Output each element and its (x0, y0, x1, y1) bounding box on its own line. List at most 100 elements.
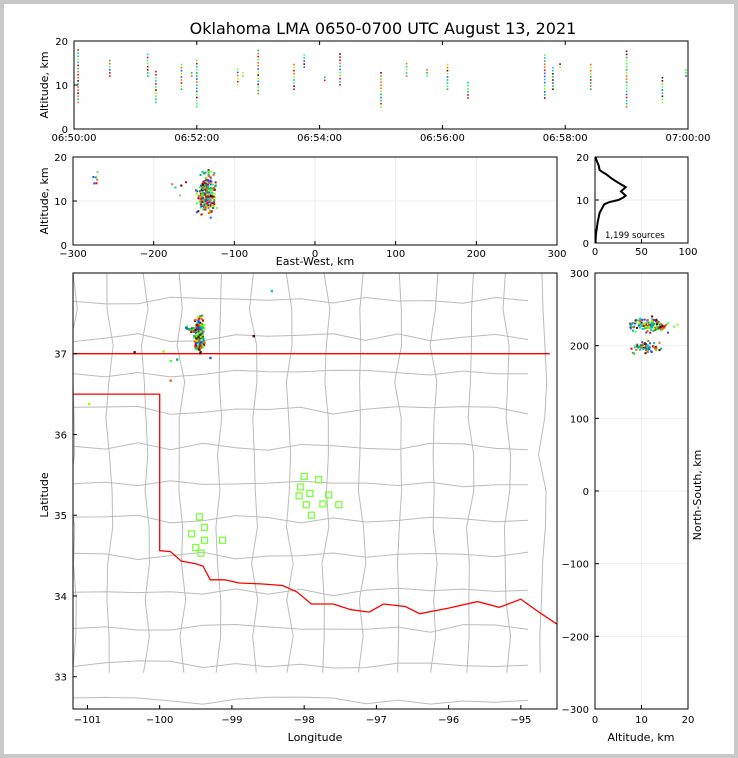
source-mark (190, 327, 193, 330)
source-mark (625, 56, 628, 59)
source-mark (655, 349, 658, 352)
source-mark (196, 72, 198, 74)
county-line (537, 273, 548, 673)
source-mark (446, 85, 449, 87)
source-mark (198, 348, 201, 351)
source-mark (212, 187, 215, 190)
source-mark (192, 327, 195, 330)
plan-view-ylabel: Latitude (38, 472, 51, 518)
source-mark (257, 83, 259, 86)
source-mark (339, 56, 341, 58)
source-mark (639, 348, 642, 351)
source-mark (543, 87, 546, 90)
source-mark (651, 326, 654, 329)
lma-station (300, 472, 308, 481)
source-mark (208, 181, 211, 184)
x-tick-label: −98 (294, 715, 315, 726)
source-mark (210, 180, 213, 183)
source-mark (257, 55, 259, 58)
source-mark (215, 206, 218, 209)
source-mark (77, 61, 79, 64)
source-mark (661, 101, 664, 104)
source-mark (77, 83, 79, 85)
source-mark (199, 330, 202, 333)
source-mark (648, 346, 651, 349)
source-mark (77, 86, 79, 88)
source-mark (155, 95, 157, 98)
source-mark (293, 63, 295, 66)
source-mark (195, 347, 198, 350)
source-mark (639, 320, 642, 323)
source-mark (195, 324, 198, 327)
source-mark (198, 343, 202, 346)
source-mark (196, 328, 199, 331)
source-mark (205, 188, 208, 191)
county-line (73, 442, 529, 451)
source-mark (200, 339, 203, 342)
source-mark (655, 347, 658, 350)
source-mark (206, 194, 209, 197)
source-mark (205, 178, 208, 181)
lma-station (200, 523, 209, 531)
source-mark (194, 344, 197, 347)
source-mark (651, 315, 654, 318)
lma-station (195, 513, 204, 521)
source-mark (199, 190, 202, 193)
source-mark (180, 82, 183, 84)
source-mark (257, 68, 259, 70)
source-mark (207, 170, 210, 173)
x-tick-label: 06:54:00 (297, 133, 342, 144)
source-mark (207, 187, 210, 190)
source-mark (77, 70, 79, 73)
source-mark (202, 204, 205, 207)
source-mark (637, 346, 640, 349)
source-mark (589, 73, 592, 75)
source-mark (650, 329, 653, 332)
x-tick-label: 20 (682, 715, 695, 726)
source-mark (202, 197, 205, 200)
source-mark (633, 353, 636, 356)
source-mark (252, 334, 255, 338)
map-layer (73, 273, 557, 705)
source-mark (109, 75, 111, 77)
y-tick-label: 34 (54, 592, 67, 603)
source-mark (645, 344, 648, 347)
source-mark (633, 325, 636, 328)
source-mark (197, 197, 200, 200)
source-mark (632, 329, 635, 332)
source-mark (634, 321, 637, 324)
source-mark (651, 318, 654, 321)
source-mark (559, 63, 561, 65)
source-mark (625, 69, 628, 71)
source-mark (625, 84, 628, 87)
source-mark (642, 324, 645, 327)
source-mark (426, 72, 428, 74)
source-mark (543, 75, 546, 78)
source-mark (652, 329, 655, 332)
source-mark (625, 81, 628, 83)
lma-station (302, 501, 310, 509)
source-mark (303, 60, 306, 62)
source-mark (625, 59, 628, 62)
source-mark (201, 170, 204, 173)
source-mark (180, 85, 183, 87)
source-mark (146, 69, 149, 71)
county-line (73, 551, 529, 561)
source-mark (197, 316, 200, 319)
source-mark (201, 336, 204, 339)
eastwest-xlabel: East-West, km (276, 255, 354, 268)
source-mark (552, 85, 554, 87)
source-mark (426, 75, 428, 77)
source-mark (180, 63, 183, 66)
source-mark (625, 90, 628, 93)
source-mark (637, 324, 640, 327)
x-tick-label: 300 (547, 249, 566, 260)
source-mark (197, 341, 200, 344)
source-mark (552, 88, 554, 90)
source-mark (649, 323, 652, 326)
source-mark (199, 344, 203, 347)
source-mark (467, 97, 469, 99)
x-tick-label: −300 (59, 249, 86, 260)
county-line (429, 273, 439, 673)
source-mark (339, 59, 341, 61)
